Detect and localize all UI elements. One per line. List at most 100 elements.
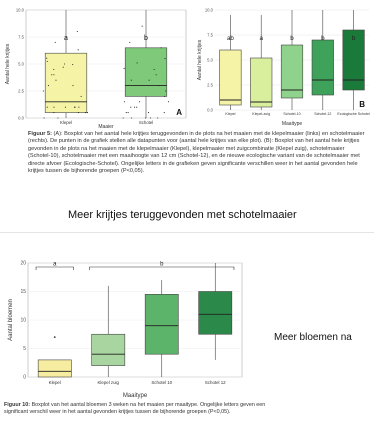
significance-letter: b (160, 262, 164, 268)
box (91, 333, 126, 366)
data-point (134, 106, 136, 108)
data-point (123, 67, 125, 70)
x-axis-label: Maaitype (282, 121, 303, 127)
y-axis-label: Aantal hele krijtjes (5, 43, 11, 84)
data-point (43, 117, 45, 119)
significance-letter: ab (227, 35, 234, 42)
data-point (144, 117, 147, 119)
data-point (164, 58, 166, 60)
figure-10-caption: Figuur 10: Boxplot van het aantal bloeme… (4, 402, 270, 416)
box (144, 294, 179, 355)
x-axis-label: Maaitype (123, 393, 148, 399)
data-point (77, 49, 79, 51)
data-point (150, 117, 152, 119)
data-point (55, 79, 57, 81)
box (124, 47, 168, 97)
y-tick-label: 0.0 (18, 116, 24, 121)
y-axis-label: Aantal hele krijtjes (197, 39, 203, 80)
category-label: Schotel 10 (151, 380, 172, 385)
data-point (46, 60, 48, 62)
y-tick-label: 7.5 (207, 33, 213, 38)
chart-b: 0.0 2.5 5.0 7.5 10.0 ab Klepel a Klepel-zuig b Sch… (197, 8, 370, 127)
y-tick-label: 5 (23, 346, 26, 352)
y-tick-label: 5.0 (207, 58, 213, 63)
data-point (167, 101, 169, 103)
top-slide: 0.0 2.5 5.0 7.5 10.0 a Klepel b Schotel Aantal he… (5, 8, 370, 221)
box (37, 359, 72, 378)
data-point (147, 112, 150, 114)
y-tick-label: 10.0 (205, 8, 214, 13)
panel-label: A (176, 108, 182, 117)
data-point (57, 117, 59, 119)
category-label: Klepel (49, 380, 61, 385)
caption-text: (A): Boxplot van het aantal hele krijtje… (28, 131, 365, 175)
significance-letter: b (290, 35, 294, 42)
x-axis-label: Maaier (98, 124, 114, 129)
significance-letter: b (321, 35, 325, 42)
significance-letter: a (64, 35, 68, 42)
slide-heading: Meer krijtjes teruggevonden met schotelm… (68, 209, 297, 221)
y-axis-label: Aantal bloemen (8, 299, 14, 341)
box (198, 291, 233, 335)
data-point (165, 90, 167, 92)
data-point (47, 85, 49, 87)
data-point (141, 25, 143, 27)
chart-a: 0.0 2.5 5.0 7.5 10.0 a Klepel b Schotel Aantal he… (5, 8, 187, 129)
caption-text: Boxplot van het aantal bloemen 3 weken n… (4, 402, 266, 415)
data-point (53, 106, 55, 108)
side-heading: Meer bloemen na (274, 332, 352, 343)
significance-letter: a (53, 262, 57, 268)
box (280, 44, 304, 99)
significance-letter: a (259, 35, 263, 42)
y-tick-label: 20 (20, 261, 26, 267)
data-point (164, 95, 166, 97)
category-label: Schotel-12 (314, 112, 331, 116)
box (250, 57, 273, 108)
significance-bracket (89, 266, 235, 270)
figure-5-caption: Figuur 5: (A): Boxplot van het aantal he… (28, 131, 368, 175)
box (44, 52, 88, 113)
y-tick-label: 10 (20, 318, 26, 324)
data-point (136, 106, 138, 108)
y-tick-label: 5.0 (18, 62, 24, 67)
data-point (64, 106, 66, 108)
significance-bracket (35, 266, 74, 270)
data-point (86, 112, 89, 114)
significance-letter: b (352, 35, 356, 42)
bottom-slide: 0 5 10 15 20 Klepel Klepel zuig Schotel 10 Schot… (0, 236, 374, 423)
data-point (80, 95, 82, 97)
category-label: Klepel (60, 120, 72, 125)
data-point (72, 63, 74, 66)
data-point (46, 106, 48, 108)
data-point (158, 85, 160, 87)
y-tick-label: 2.5 (207, 83, 213, 88)
chart-bloemen: 0 5 10 15 20 Klepel Klepel zuig Schotel 10 Schot… (8, 261, 243, 399)
significance-letter: b (144, 35, 148, 42)
data-point (76, 31, 78, 33)
data-point (77, 112, 80, 114)
data-point (155, 74, 157, 76)
data-point (53, 112, 55, 114)
caption-lead: Figuur 10: (4, 402, 31, 408)
caption-lead: Figuur 5: (28, 131, 52, 137)
data-point (130, 106, 132, 108)
data-point (74, 106, 76, 108)
box (342, 29, 365, 91)
data-point (125, 112, 127, 114)
outlier-point (53, 336, 56, 338)
data-point (153, 68, 155, 70)
data-point (136, 62, 138, 64)
y-tick-label: 15 (20, 289, 26, 295)
data-point (78, 106, 80, 108)
box (311, 39, 334, 96)
data-point (51, 74, 53, 76)
category-label: Ecologische Schotel (337, 112, 370, 116)
data-point (123, 101, 125, 103)
panel-label: B (359, 100, 365, 109)
data-point (129, 41, 131, 43)
data-point (62, 66, 64, 68)
box (219, 49, 242, 106)
y-tick-label: 0.0 (207, 108, 213, 113)
data-point (139, 101, 141, 103)
data-point (127, 112, 129, 114)
